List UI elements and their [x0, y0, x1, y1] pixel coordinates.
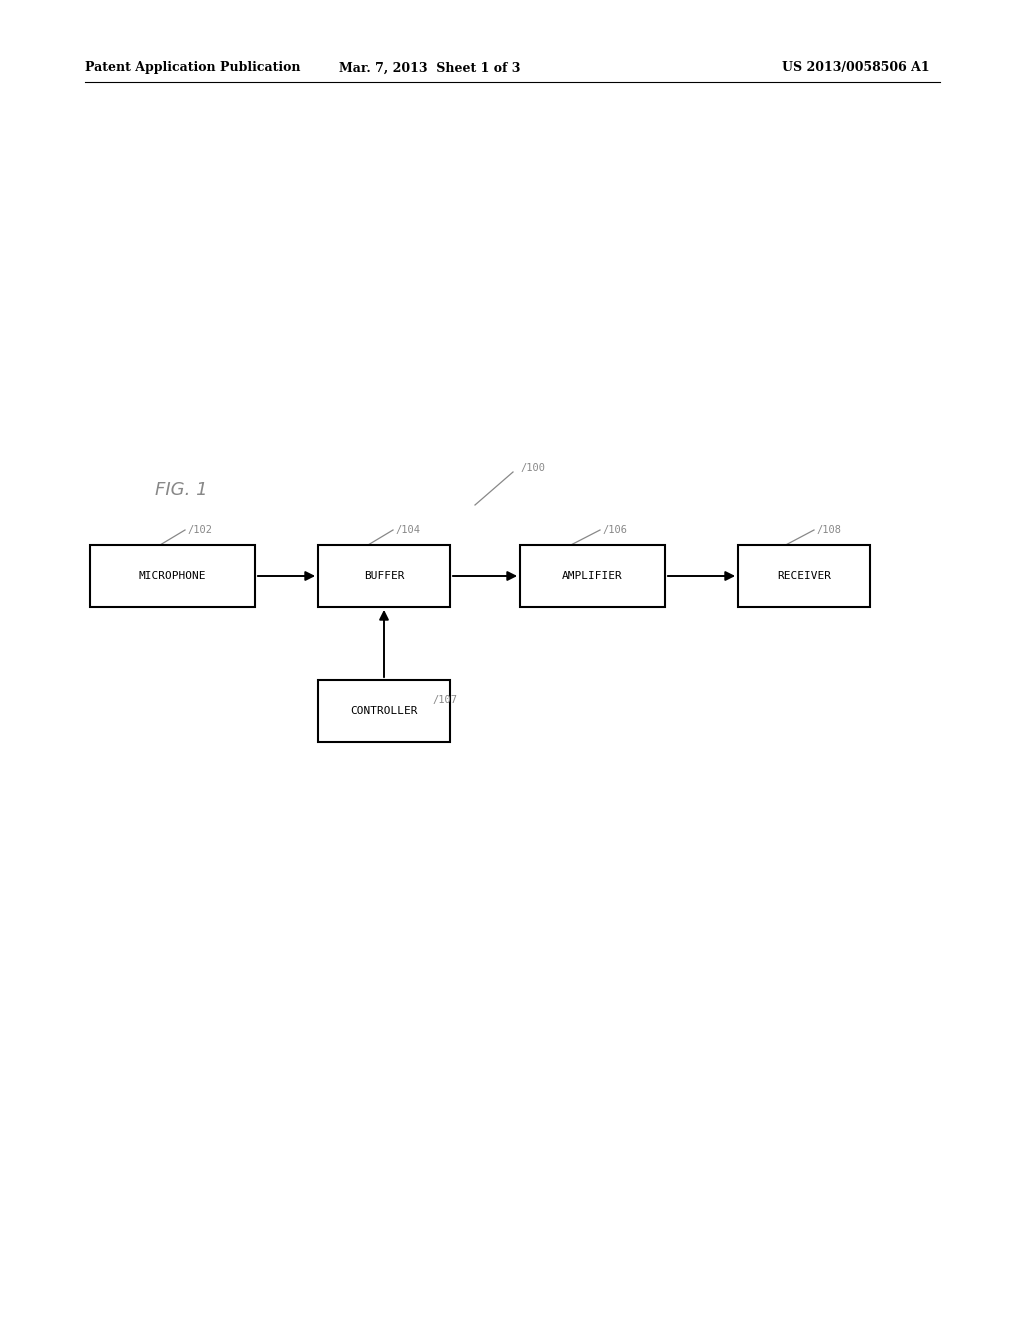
Bar: [90, 545, 255, 607]
Text: /102: /102: [187, 525, 212, 535]
Text: /104: /104: [395, 525, 420, 535]
Text: Patent Application Publication: Patent Application Publication: [85, 62, 300, 74]
Text: CONTROLLER: CONTROLLER: [350, 706, 418, 715]
Text: Mar. 7, 2013  Sheet 1 of 3: Mar. 7, 2013 Sheet 1 of 3: [339, 62, 520, 74]
Bar: [520, 545, 665, 607]
Text: RECEIVER: RECEIVER: [777, 572, 831, 581]
Bar: [318, 545, 450, 607]
Bar: [738, 545, 870, 607]
Text: FIG. 1: FIG. 1: [155, 480, 208, 499]
Text: /100: /100: [520, 463, 545, 473]
Text: BUFFER: BUFFER: [364, 572, 404, 581]
Text: MICROPHONE: MICROPHONE: [138, 572, 206, 581]
Bar: [318, 680, 450, 742]
Text: AMPLIFIER: AMPLIFIER: [562, 572, 623, 581]
Text: /107: /107: [432, 696, 457, 705]
Text: /108: /108: [816, 525, 841, 535]
Text: US 2013/0058506 A1: US 2013/0058506 A1: [782, 62, 930, 74]
Text: /106: /106: [602, 525, 627, 535]
